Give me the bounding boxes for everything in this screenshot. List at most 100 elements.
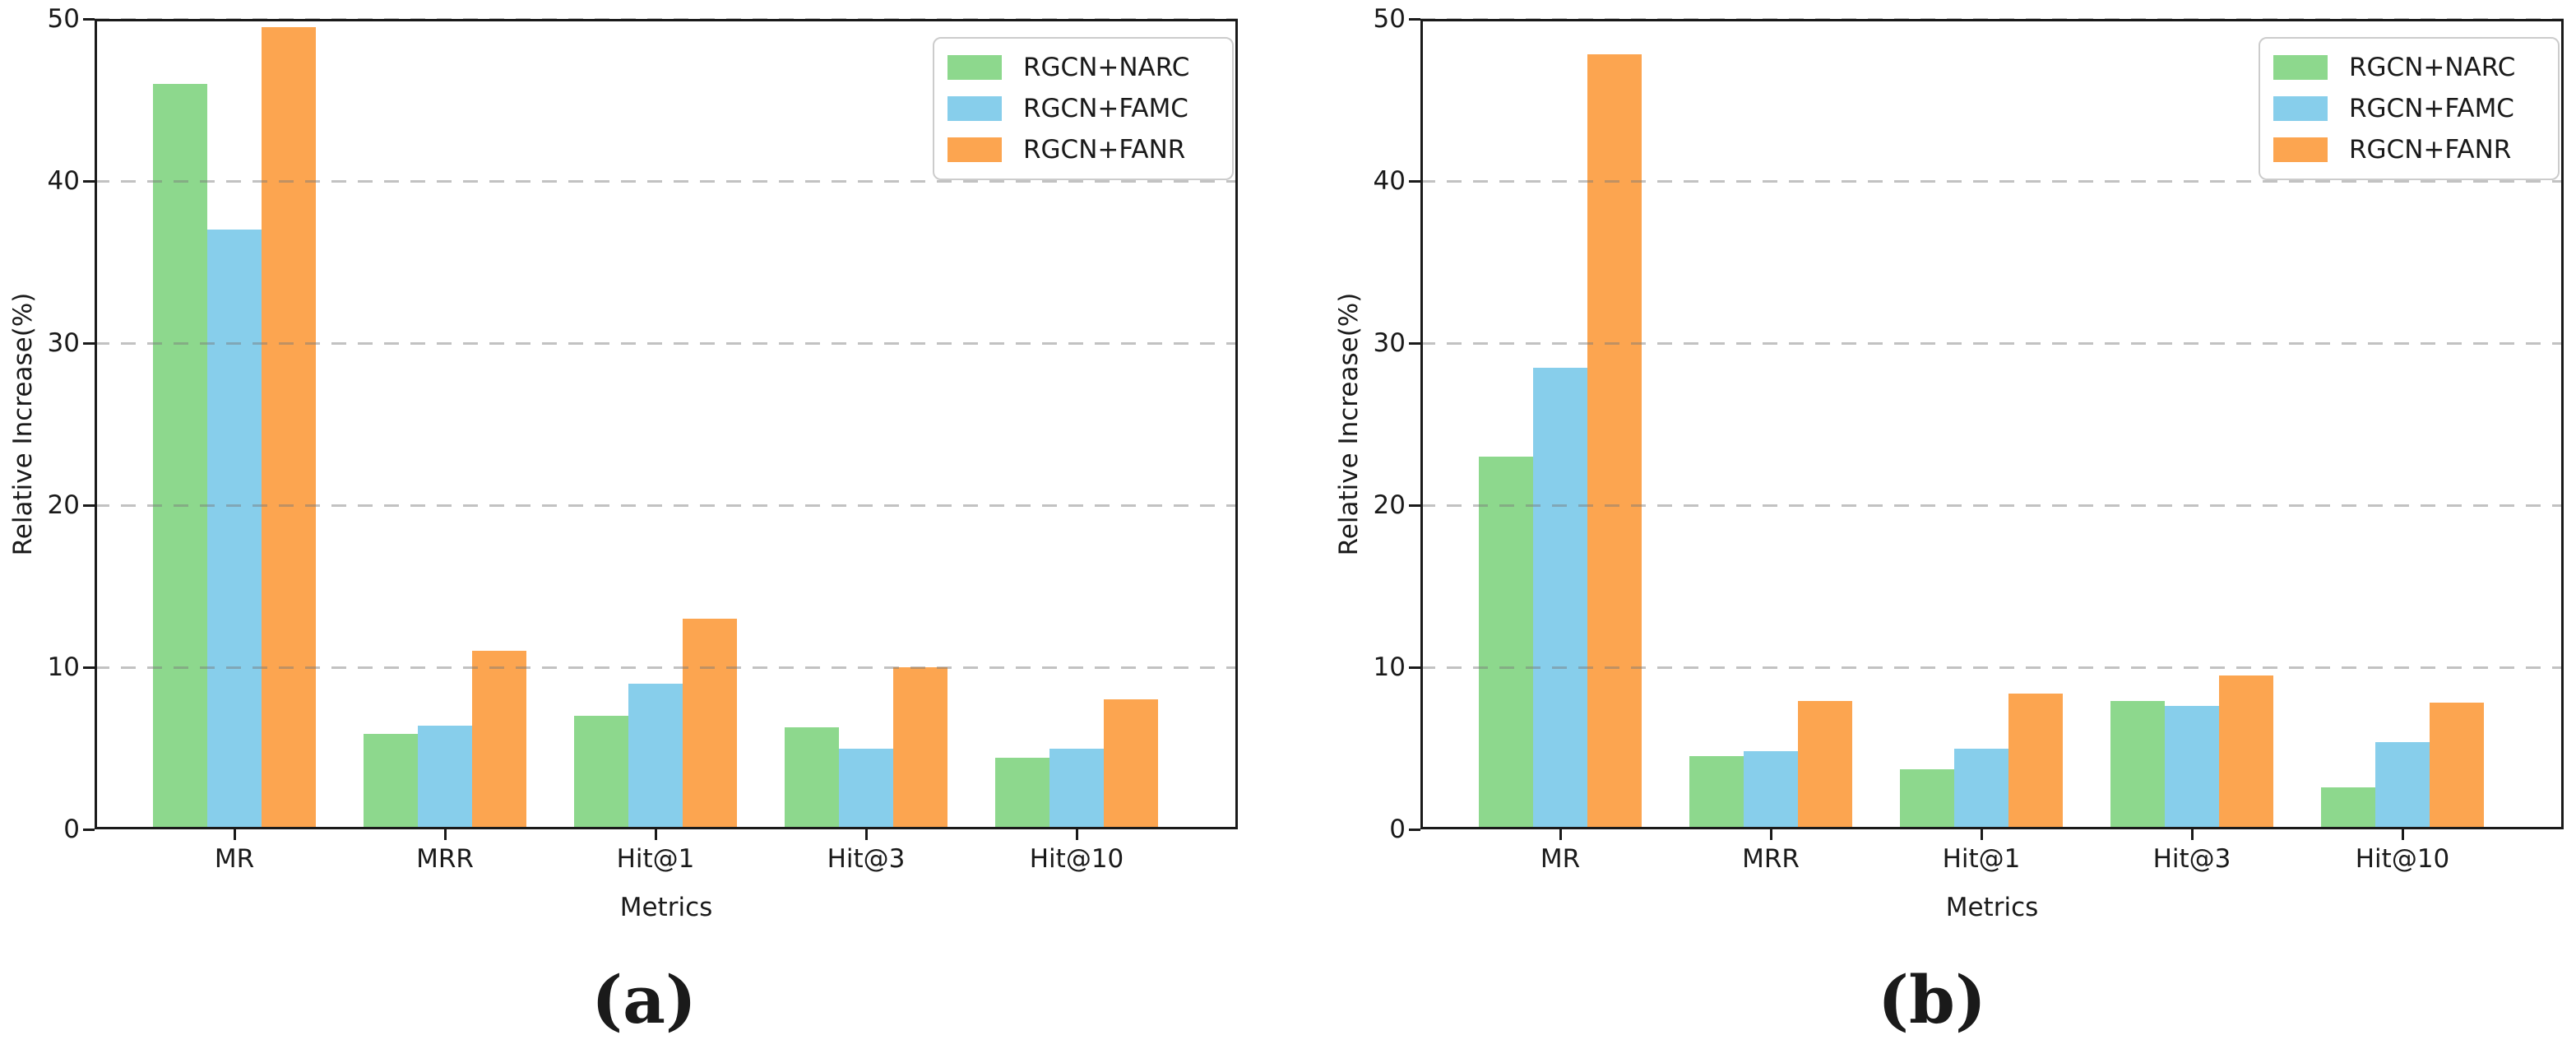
bar-group-hit-3 bbox=[785, 19, 947, 829]
bar-rgcn-fanr-mrr bbox=[1798, 701, 1852, 829]
legend-label-rgcn-narc: RGCN+NARC bbox=[2349, 53, 2516, 82]
bar-group-hit-1 bbox=[574, 19, 737, 829]
bar-rgcn-narc-hit-3 bbox=[785, 726, 839, 829]
x-tick-mark-mrr bbox=[443, 829, 447, 840]
legend-item-rgcn-narc: RGCN+NARC bbox=[2273, 47, 2558, 88]
y-tick-mark-20 bbox=[83, 504, 95, 507]
bar-rgcn-fanr-hit-10 bbox=[2430, 703, 2484, 829]
bar-rgcn-narc-hit-10 bbox=[995, 758, 1049, 829]
legend-label-rgcn-narc: RGCN+NARC bbox=[1023, 53, 1190, 82]
bar-rgcn-fanr-hit-10 bbox=[1104, 699, 1158, 829]
y-tick-label-50: 50 bbox=[1373, 4, 1406, 34]
bar-rgcn-famc-hit-1 bbox=[628, 683, 683, 829]
gridline-40 bbox=[1420, 180, 2564, 183]
x-tick-mark-hit-1 bbox=[1980, 829, 1983, 840]
bar-rgcn-narc-hit-1 bbox=[1900, 769, 1954, 829]
bar-group-hit-1 bbox=[1900, 19, 2063, 829]
bar-rgcn-famc-mrr bbox=[418, 725, 472, 829]
legend-swatch-icon-rgcn-narc bbox=[947, 55, 1002, 80]
bar-group-mr bbox=[1479, 19, 1642, 829]
x-axis-label: Metrics bbox=[1945, 893, 2039, 922]
y-tick-label-30: 30 bbox=[47, 328, 80, 358]
bar-rgcn-fanr-hit-3 bbox=[2219, 675, 2273, 829]
x-tick-mark-hit-10 bbox=[1075, 829, 1078, 840]
bar-rgcn-narc-hit-1 bbox=[574, 716, 628, 829]
legend-swatch-icon-rgcn-fanr bbox=[947, 137, 1002, 162]
x-tick-label-hit-10: Hit@10 bbox=[2355, 844, 2450, 874]
bar-rgcn-famc-mr bbox=[207, 230, 262, 829]
bar-rgcn-fanr-mr bbox=[1587, 54, 1642, 829]
bar-rgcn-famc-hit-10 bbox=[2375, 741, 2430, 829]
bar-rgcn-narc-mrr bbox=[1689, 756, 1744, 829]
gridline-50 bbox=[95, 18, 1238, 21]
y-tick-label-20: 20 bbox=[1373, 490, 1406, 520]
y-tick-mark-30 bbox=[1409, 341, 1420, 345]
bar-rgcn-famc-hit-3 bbox=[2165, 706, 2219, 829]
gridline-20 bbox=[95, 504, 1238, 507]
x-tick-label-hit-1: Hit@1 bbox=[1942, 844, 2021, 874]
legend-item-rgcn-famc: RGCN+FAMC bbox=[2273, 88, 2558, 129]
legend: RGCN+NARC RGCN+FAMC RGCN+FANR bbox=[933, 37, 1234, 180]
y-tick-label-10: 10 bbox=[1373, 652, 1406, 682]
bar-rgcn-narc-mr bbox=[1479, 456, 1533, 829]
gridline-10 bbox=[95, 666, 1238, 669]
legend-swatch-icon-rgcn-famc bbox=[2273, 96, 2328, 121]
legend: RGCN+NARC RGCN+FAMC RGCN+FANR bbox=[2259, 37, 2560, 180]
x-tick-mark-mr bbox=[233, 829, 236, 840]
gridline-30 bbox=[95, 342, 1238, 345]
y-tick-mark-40 bbox=[1409, 179, 1420, 183]
legend-label-rgcn-famc: RGCN+FAMC bbox=[2349, 94, 2514, 123]
bar-rgcn-narc-mrr bbox=[364, 733, 418, 829]
x-tick-label-hit-10: Hit@10 bbox=[1029, 844, 1124, 874]
legend-label-rgcn-fanr: RGCN+FANR bbox=[1023, 135, 1186, 165]
bar-rgcn-fanr-hit-1 bbox=[683, 618, 737, 829]
y-tick-label-40: 40 bbox=[47, 166, 80, 196]
y-tick-mark-0 bbox=[1409, 828, 1420, 831]
bar-rgcn-narc-mr bbox=[153, 83, 207, 829]
bar-rgcn-fanr-mr bbox=[262, 26, 316, 829]
x-tick-label-hit-3: Hit@3 bbox=[827, 844, 906, 874]
y-tick-label-0: 0 bbox=[63, 815, 80, 844]
x-tick-label-mrr: MRR bbox=[416, 844, 474, 874]
legend-swatch-icon-rgcn-narc bbox=[2273, 55, 2328, 80]
y-axis-label: Relative Increase(%) bbox=[1334, 292, 1364, 556]
y-tick-label-40: 40 bbox=[1373, 166, 1406, 196]
bar-group-mrr bbox=[1689, 19, 1852, 829]
y-tick-label-50: 50 bbox=[47, 4, 80, 34]
subfigure-caption: (a) bbox=[591, 961, 697, 1038]
gridline-40 bbox=[95, 180, 1238, 183]
bar-rgcn-famc-hit-10 bbox=[1049, 748, 1104, 829]
bar-group-mrr bbox=[364, 19, 526, 829]
x-tick-mark-mr bbox=[1559, 829, 1562, 840]
gridline-30 bbox=[1420, 342, 2564, 345]
legend-item-rgcn-narc: RGCN+NARC bbox=[947, 47, 1232, 88]
y-axis-label: Relative Increase(%) bbox=[8, 292, 38, 556]
legend-label-rgcn-famc: RGCN+FAMC bbox=[1023, 94, 1188, 123]
y-tick-mark-0 bbox=[83, 828, 95, 831]
x-tick-mark-hit-10 bbox=[2401, 829, 2404, 840]
legend-label-rgcn-fanr: RGCN+FANR bbox=[2349, 135, 2512, 165]
gridline-50 bbox=[1420, 18, 2564, 21]
y-tick-label-10: 10 bbox=[47, 652, 80, 682]
legend-item-rgcn-fanr: RGCN+FANR bbox=[947, 129, 1232, 170]
chart-panel-a: Relative Increase(%) Metrics RGCN+NARC RG… bbox=[8, 4, 1238, 1038]
legend-swatch-icon-rgcn-famc bbox=[947, 96, 1002, 121]
y-tick-mark-10 bbox=[1409, 666, 1420, 669]
x-axis-label: Metrics bbox=[619, 893, 713, 922]
x-tick-mark-hit-1 bbox=[654, 829, 657, 840]
subfigure-caption: (b) bbox=[1878, 961, 1986, 1038]
y-tick-label-20: 20 bbox=[47, 490, 80, 520]
x-tick-label-mr: MR bbox=[214, 844, 255, 874]
legend-item-rgcn-fanr: RGCN+FANR bbox=[2273, 129, 2558, 170]
y-tick-mark-50 bbox=[1409, 17, 1420, 21]
bar-rgcn-fanr-hit-3 bbox=[893, 667, 947, 829]
bar-rgcn-narc-hit-10 bbox=[2321, 787, 2375, 829]
plot-area bbox=[1420, 18, 2564, 829]
bar-rgcn-famc-hit-3 bbox=[839, 748, 893, 829]
bar-group-mr bbox=[153, 19, 316, 829]
chart-panel-b: Relative Increase(%) Metrics RGCN+NARC RG… bbox=[1288, 0, 2576, 1063]
x-tick-label-hit-3: Hit@3 bbox=[2152, 844, 2231, 874]
x-tick-mark-hit-3 bbox=[864, 829, 868, 840]
x-tick-mark-hit-3 bbox=[2190, 829, 2194, 840]
